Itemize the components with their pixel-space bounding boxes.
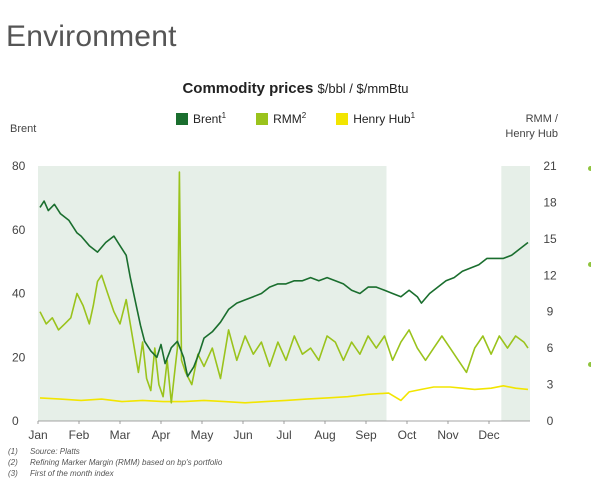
footnotes: (1) Source: Platts (2) Refining Marker Mar…	[8, 446, 222, 479]
legend-label-rmm-sup: 2	[301, 111, 307, 120]
footnote-number: (1)	[8, 447, 18, 456]
left-tick-label: 20	[12, 350, 26, 364]
legend-label-brent-sup: 1	[221, 111, 227, 120]
chart-title-text: Commodity prices	[182, 80, 314, 97]
footnote-2: (2) Refining Marker Margin (RMM) based on…	[8, 457, 222, 468]
legend-item-henry-hub: Henry Hub1	[336, 111, 415, 126]
footnote-1: (1) Source: Platts	[8, 446, 222, 457]
footnote-number: (3)	[8, 469, 18, 478]
x-tick-label: Jun	[233, 428, 252, 442]
x-tick-label: Apr	[152, 428, 171, 442]
side-bullet-1	[588, 166, 591, 171]
left-axis-label: Brent	[10, 123, 37, 135]
right-tick-label: 6	[547, 341, 554, 355]
legend-item-brent: Brent1	[175, 111, 226, 126]
legend-label-rmm-text: RMM	[273, 112, 302, 126]
left-tick-label: 0	[12, 414, 19, 428]
x-tick-label: Mar	[110, 428, 131, 442]
legend-item-rmm: RMM2	[256, 111, 306, 126]
right-tick-label: 15	[543, 232, 557, 246]
footnote-number: (2)	[8, 458, 18, 467]
right-tick-label: 3	[547, 378, 554, 392]
legend-label-henry-hub-sup: 1	[410, 111, 416, 120]
right-axis-label-line2: Henry Hub	[505, 128, 558, 140]
legend-label-henry-hub-text: Henry Hub	[353, 112, 411, 126]
legend-label-brent: Brent1	[193, 111, 226, 126]
right-axis-label-line1: RMM /	[525, 113, 558, 125]
right-tick-label: 21	[543, 159, 557, 173]
x-tick-label: Feb	[69, 428, 90, 442]
shaded-period-2	[501, 166, 530, 421]
series-line-brent	[39, 200, 529, 378]
legend-swatch-rmm	[256, 112, 269, 125]
legend-label-henry-hub: Henry Hub1	[353, 111, 415, 126]
x-tick-label: Jan	[28, 428, 47, 442]
footnote-text: First of the month index	[30, 469, 114, 478]
right-tick-label: 18	[543, 195, 557, 209]
right-tick-label: 9	[547, 305, 554, 319]
x-tick-label: May	[191, 428, 214, 442]
left-tick-label: 60	[12, 223, 26, 237]
side-bullet-3	[588, 362, 591, 367]
right-tick-label: 0	[547, 414, 554, 428]
x-tick-label: Aug	[314, 428, 335, 442]
chart-legend: Brent1 RMM2 Henry Hub1	[0, 111, 591, 126]
right-tick-label: 12	[543, 268, 557, 282]
footnote-text: Source: Platts	[30, 447, 80, 456]
side-bullet-2	[588, 262, 591, 267]
legend-swatch-henry-hub	[336, 112, 349, 125]
commodity-price-chart: 0 20 40 60 80 0 3 6 9 12 15 18 21 Jan Feb Mar Apr May Jun J…	[12, 159, 557, 442]
left-tick-label: 80	[12, 159, 26, 173]
page-title: Environment	[6, 20, 177, 53]
footnote-3: (3) First of the month index	[8, 468, 222, 479]
chart-title: Commodity prices $/bbl / $/mmBtu	[0, 80, 591, 97]
footnote-text: Refining Marker Margin (RMM) based on bp…	[30, 458, 223, 467]
legend-swatch-brent	[175, 112, 188, 125]
shaded-period-1	[38, 166, 387, 421]
chart-title-unit: $/bbl / $/mmBtu	[317, 81, 409, 96]
x-tick-label: Nov	[437, 428, 458, 442]
right-axis-label: RMM / Henry Hub	[505, 112, 558, 142]
left-tick-label: 40	[12, 287, 26, 301]
series-line-rmm	[39, 171, 529, 404]
legend-label-brent-text: Brent	[192, 112, 222, 126]
x-tick-label: Jul	[276, 428, 291, 442]
legend-label-rmm: RMM2	[273, 111, 306, 126]
x-tick-label: Dec	[478, 428, 499, 442]
x-tick-label: Oct	[398, 428, 417, 442]
series-line-henry-hub	[39, 384, 529, 404]
x-tick-label: Sep	[355, 428, 377, 442]
